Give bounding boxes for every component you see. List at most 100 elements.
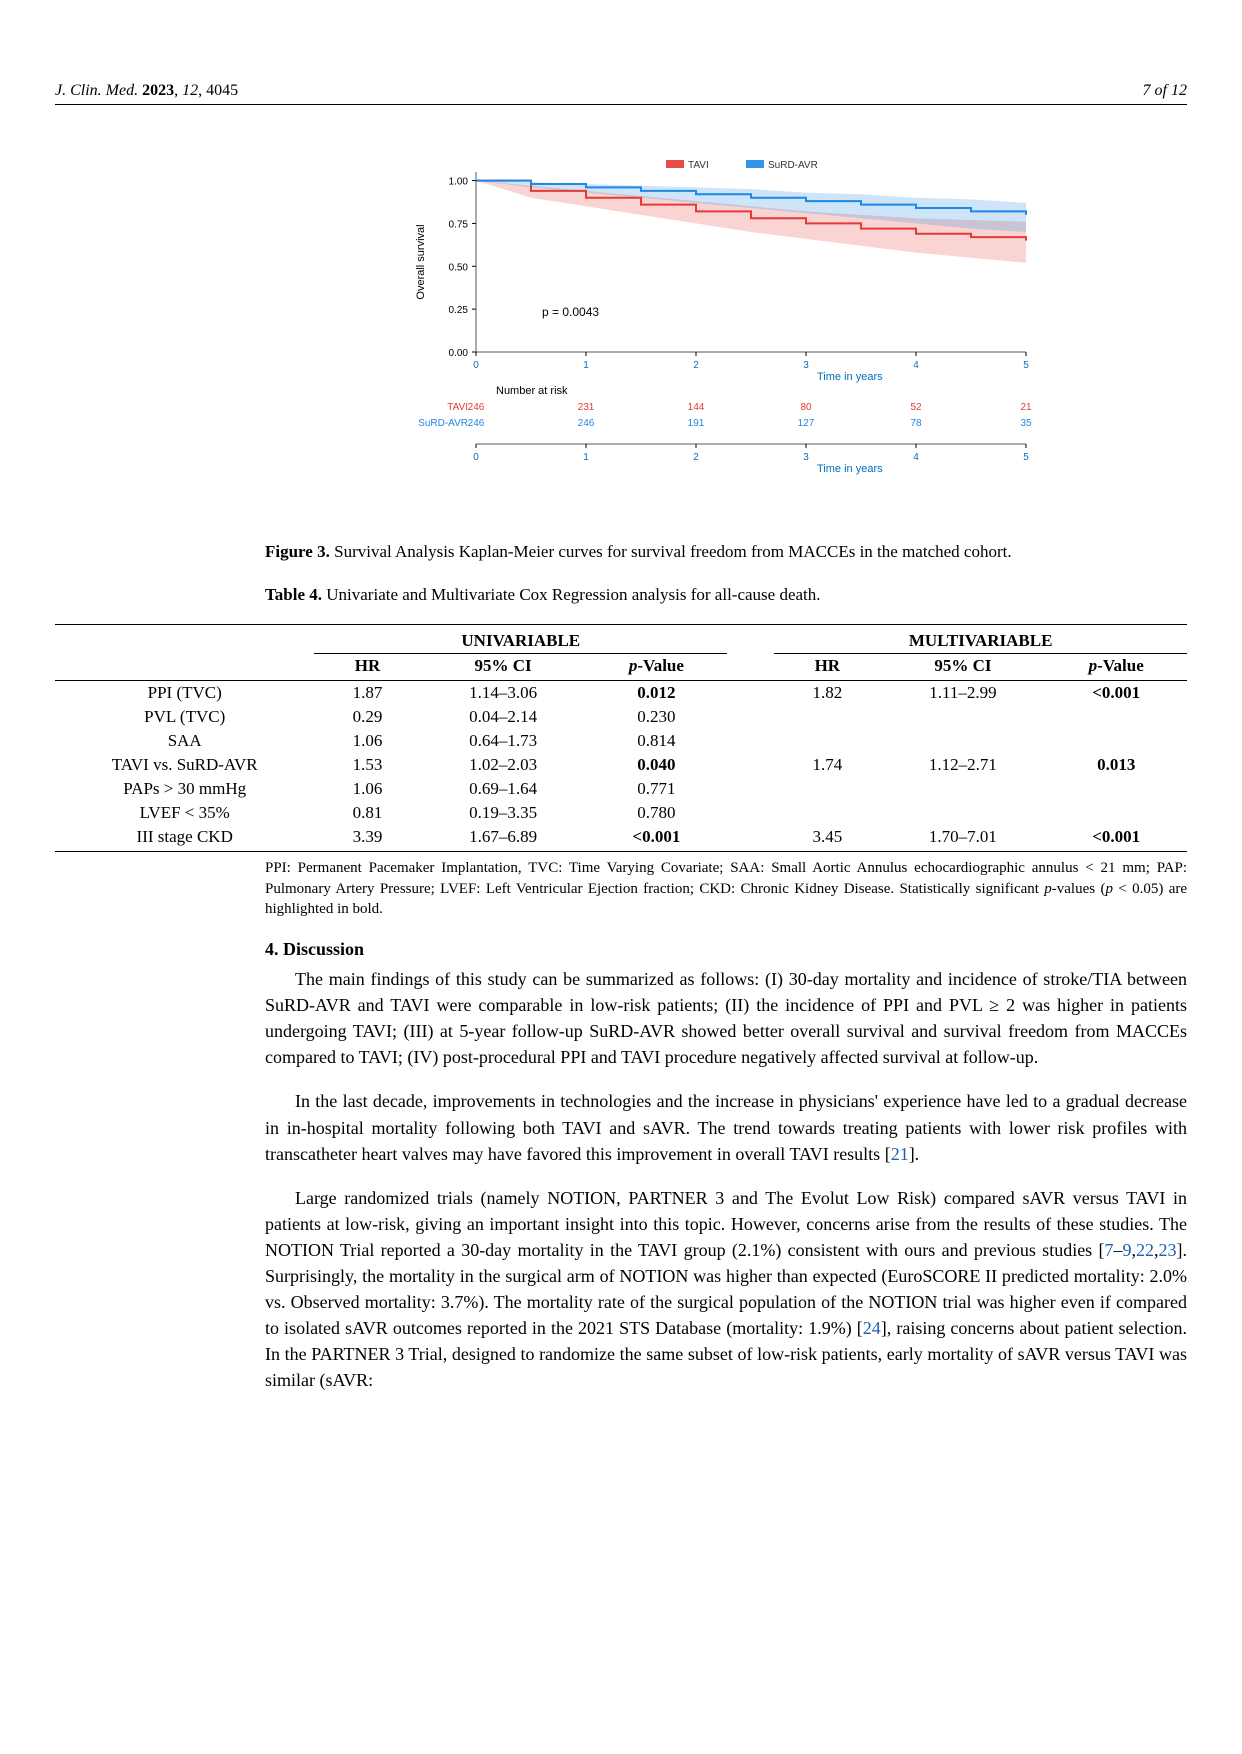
svg-text:78: 78 <box>910 418 922 429</box>
journal-ref: J. Clin. Med. 2023, 12, 4045 <box>55 82 238 100</box>
svg-text:246: 246 <box>468 418 485 429</box>
table-cell <box>727 825 774 852</box>
svg-text:5: 5 <box>1023 452 1029 463</box>
svg-text:3: 3 <box>803 452 809 463</box>
table-cell: <0.001 <box>586 825 727 852</box>
journal-article: 4045 <box>206 82 238 99</box>
table-cell <box>880 705 1045 729</box>
table-cell: 0.230 <box>586 705 727 729</box>
svg-text:246: 246 <box>468 402 485 413</box>
svg-text:231: 231 <box>578 402 595 413</box>
svg-text:1: 1 <box>583 452 589 463</box>
table-cell: 1.14–3.06 <box>421 681 586 706</box>
journal-year: 2023 <box>142 82 174 99</box>
table-cell: 1.53 <box>314 753 420 777</box>
svg-text:0: 0 <box>473 452 479 463</box>
table-cell <box>880 777 1045 801</box>
table-cell: 0.771 <box>586 777 727 801</box>
table-cell: 1.70–7.01 <box>880 825 1045 852</box>
citation-24[interactable]: 24 <box>863 1318 881 1338</box>
svg-text:0.25: 0.25 <box>449 305 469 316</box>
table-cell: 0.64–1.73 <box>421 729 586 753</box>
table-cell <box>774 777 880 801</box>
figure-3: TAVISuRD-AVR0.000.250.500.751.00012345Ov… <box>265 152 1187 607</box>
svg-text:4: 4 <box>913 452 919 463</box>
svg-text:3: 3 <box>803 360 809 371</box>
table-cell <box>727 801 774 825</box>
table-cell: 1.06 <box>314 729 420 753</box>
table-cell: LVEF < 35% <box>55 801 314 825</box>
table-cell: TAVI vs. SuRD-AVR <box>55 753 314 777</box>
table-cell: 0.04–2.14 <box>421 705 586 729</box>
table-cell: <0.001 <box>1045 825 1187 852</box>
table-cell <box>727 729 774 753</box>
table-cell <box>727 681 774 706</box>
discussion-para-3: Large randomized trials (namely NOTION, … <box>265 1185 1187 1394</box>
citation-21[interactable]: 21 <box>891 1144 909 1164</box>
table-cell: 1.12–2.71 <box>880 753 1045 777</box>
svg-text:Overall survival: Overall survival <box>415 224 427 299</box>
citation-9[interactable]: 9 <box>1123 1240 1132 1260</box>
table-cell <box>880 801 1045 825</box>
page-number: 7 of 12 <box>1143 82 1187 100</box>
svg-text:SuRD-AVR: SuRD-AVR <box>768 160 818 171</box>
p2-text-a: In the last decade, improvements in tech… <box>265 1091 1187 1163</box>
svg-text:246: 246 <box>578 418 595 429</box>
table-cell <box>774 801 880 825</box>
p2-text-b: ]. <box>909 1144 920 1164</box>
citation-7[interactable]: 7 <box>1105 1240 1114 1260</box>
svg-text:80: 80 <box>800 402 812 413</box>
col-p-multi: p-Value <box>1045 654 1187 681</box>
svg-text:TAVI: TAVI <box>447 402 468 413</box>
table-label: Table 4. <box>265 585 322 604</box>
citation-22[interactable]: 22 <box>1136 1240 1154 1260</box>
col-ci-multi: 95% CI <box>880 654 1045 681</box>
figure-caption-text: Survival Analysis Kaplan-Meier curves fo… <box>334 542 1011 561</box>
table-cell: 1.87 <box>314 681 420 706</box>
page-header: J. Clin. Med. 2023, 12, 4045 7 of 12 <box>55 82 1187 105</box>
table-cell <box>1045 729 1187 753</box>
table-cell: 0.012 <box>586 681 727 706</box>
discussion-heading: 4. Discussion <box>265 939 1187 960</box>
table-cell: PAPs > 30 mmHg <box>55 777 314 801</box>
svg-text:1.00: 1.00 <box>449 177 469 188</box>
table-cell: 0.013 <box>1045 753 1187 777</box>
table-row: PVL (TVC)0.290.04–2.140.230 <box>55 705 1187 729</box>
discussion-para-2: In the last decade, improvements in tech… <box>265 1088 1187 1166</box>
table-cell: 1.74 <box>774 753 880 777</box>
table-cell: <0.001 <box>1045 681 1187 706</box>
table-cell: PVL (TVC) <box>55 705 314 729</box>
table-cell: 0.780 <box>586 801 727 825</box>
table-cell: 0.814 <box>586 729 727 753</box>
p3-text-a: Large randomized trials (namely NOTION, … <box>265 1188 1187 1260</box>
table-row: PPI (TVC)1.871.14–3.060.0121.821.11–2.99… <box>55 681 1187 706</box>
journal-name: J. Clin. Med. <box>55 82 138 99</box>
svg-text:SuRD-AVR: SuRD-AVR <box>418 418 468 429</box>
cite-range-dash: – <box>1114 1240 1123 1260</box>
svg-text:144: 144 <box>688 402 705 413</box>
table-cell: 3.45 <box>774 825 880 852</box>
svg-text:35: 35 <box>1020 418 1032 429</box>
table-cell <box>727 705 774 729</box>
svg-text:52: 52 <box>910 402 922 413</box>
figure-label: Figure 3. <box>265 542 330 561</box>
table-row: LVEF < 35%0.810.19–3.350.780 <box>55 801 1187 825</box>
table-row: III stage CKD3.391.67–6.89<0.0013.451.70… <box>55 825 1187 852</box>
cox-regression-table: UNIVARIABLE MULTIVARIABLE HR 95% CI p-Va… <box>55 624 1187 852</box>
table-4-caption: Table 4. Univariate and Multivariate Cox… <box>265 583 1187 608</box>
table-cell <box>880 729 1045 753</box>
table-cell <box>727 777 774 801</box>
svg-text:2: 2 <box>693 452 699 463</box>
table-cell: 1.06 <box>314 777 420 801</box>
col-hr-multi: HR <box>774 654 880 681</box>
col-ci-uni: 95% CI <box>421 654 586 681</box>
table-row: SAA1.060.64–1.730.814 <box>55 729 1187 753</box>
group-header-multivariable: MULTIVARIABLE <box>774 625 1187 654</box>
table-cell: 1.02–2.03 <box>421 753 586 777</box>
citation-23[interactable]: 23 <box>1159 1240 1177 1260</box>
svg-text:127: 127 <box>798 418 815 429</box>
table-cell: 0.81 <box>314 801 420 825</box>
col-p-uni: p-Value <box>586 654 727 681</box>
table-cell <box>1045 777 1187 801</box>
table-row: PAPs > 30 mmHg1.060.69–1.640.771 <box>55 777 1187 801</box>
